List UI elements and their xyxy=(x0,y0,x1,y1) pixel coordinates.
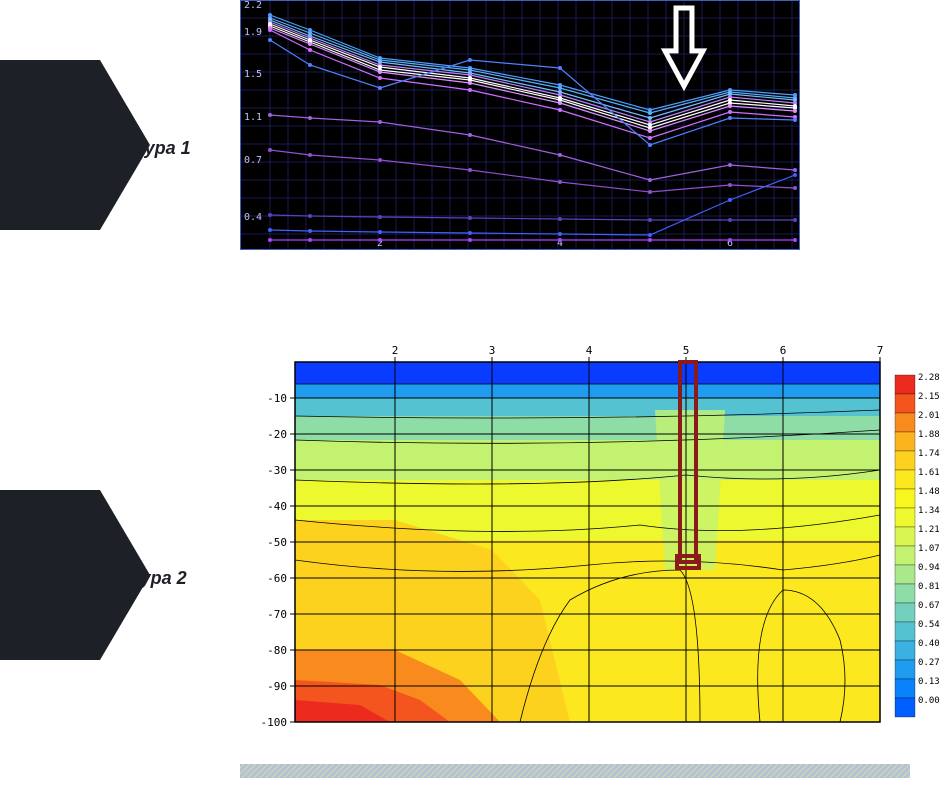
svg-text:7: 7 xyxy=(877,344,884,357)
svg-text:-60: -60 xyxy=(267,572,287,585)
legend-value: 0.00 xyxy=(918,696,940,706)
figure2-contour-chart: 2 3 4 5 6 7 -10 -20 -30 -40 -50 -60 -70 -80 -90 -100 2.2… xyxy=(240,340,940,740)
svg-text:6: 6 xyxy=(780,344,787,357)
legend-swatch xyxy=(895,508,915,527)
svg-text:-50: -50 xyxy=(267,536,287,549)
legend-value: 0.27 xyxy=(918,658,940,668)
legend-value: 1.21 xyxy=(918,525,940,535)
legend-value: 1.48 xyxy=(918,487,940,497)
legend-value: 1.61 xyxy=(918,468,940,478)
legend-swatch xyxy=(895,451,915,470)
legend-value: 0.13 xyxy=(918,677,940,687)
legend-swatch xyxy=(895,641,915,660)
legend-swatch xyxy=(895,394,915,413)
svg-text:3: 3 xyxy=(489,344,496,357)
figure1-line-chart: 2.21.91.51.10.70.4246 xyxy=(240,0,800,250)
legend-swatch xyxy=(895,546,915,565)
legend-value: 0.94 xyxy=(918,563,940,573)
legend-value: 2.28 xyxy=(918,373,940,383)
legend-value: 1.34 xyxy=(918,506,940,516)
svg-text:1.1: 1.1 xyxy=(244,112,262,123)
svg-text:5: 5 xyxy=(683,344,690,357)
chevron-marker-1 xyxy=(0,60,100,230)
legend-swatch xyxy=(895,432,915,451)
chevron-marker-2 xyxy=(0,490,100,660)
noise-texture-bar xyxy=(240,764,910,778)
figure2-label: Фигура 2 xyxy=(106,568,187,589)
legend-value: 0.54 xyxy=(918,620,940,630)
legend-swatch xyxy=(895,489,915,508)
legend-value: 1.07 xyxy=(918,544,940,554)
svg-text:4: 4 xyxy=(586,344,593,357)
svg-text:-70: -70 xyxy=(267,608,287,621)
legend-value: 2.01 xyxy=(918,411,940,421)
legend-swatch xyxy=(895,584,915,603)
legend-swatch xyxy=(895,660,915,679)
svg-text:2.2: 2.2 xyxy=(244,0,262,11)
legend-value: 0.40 xyxy=(918,639,940,649)
legend-swatch xyxy=(895,679,915,698)
legend-swatch xyxy=(895,413,915,432)
svg-text:-30: -30 xyxy=(267,464,287,477)
legend-swatch xyxy=(895,470,915,489)
legend-value: 1.88 xyxy=(918,430,940,440)
legend-swatch xyxy=(895,375,915,394)
legend-value: 0.81 xyxy=(918,582,940,592)
legend-swatch xyxy=(895,622,915,641)
svg-text:2: 2 xyxy=(392,344,399,357)
svg-text:-10: -10 xyxy=(267,392,287,405)
legend-swatch xyxy=(895,565,915,584)
legend-swatch xyxy=(895,698,915,717)
legend-swatch xyxy=(895,527,915,546)
svg-text:-40: -40 xyxy=(267,500,287,513)
legend-value: 2.15 xyxy=(918,392,940,402)
svg-text:-20: -20 xyxy=(267,428,287,441)
svg-text:-100: -100 xyxy=(261,716,288,729)
legend-swatch xyxy=(895,603,915,622)
svg-text:1.5: 1.5 xyxy=(244,69,262,80)
legend-value: 0.67 xyxy=(918,601,940,611)
svg-text:-90: -90 xyxy=(267,680,287,693)
svg-text:-80: -80 xyxy=(267,644,287,657)
svg-text:0.7: 0.7 xyxy=(244,155,262,166)
legend-value: 1.74 xyxy=(918,449,940,459)
svg-text:0.4: 0.4 xyxy=(244,212,262,223)
svg-text:1.9: 1.9 xyxy=(244,27,262,38)
figure1-label: Фигура 1 xyxy=(110,138,191,159)
